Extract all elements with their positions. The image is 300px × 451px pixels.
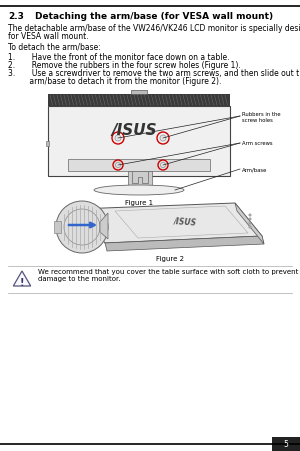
Text: /ISUS: /ISUS <box>111 122 157 137</box>
Text: Figure 2: Figure 2 <box>156 255 184 262</box>
Bar <box>54 221 61 234</box>
Text: arm/base to detach it from the monitor (Figure 2).: arm/base to detach it from the monitor (… <box>8 77 221 86</box>
Polygon shape <box>100 213 108 239</box>
Polygon shape <box>13 272 31 286</box>
Bar <box>131 91 147 95</box>
Bar <box>48 95 230 107</box>
Text: 3.       Use a screwdriver to remove the two arm screws, and then slide out the: 3. Use a screwdriver to remove the two a… <box>8 69 300 78</box>
Circle shape <box>249 214 251 217</box>
Circle shape <box>160 136 166 142</box>
Bar <box>68 160 210 172</box>
Bar <box>272 437 300 451</box>
Circle shape <box>249 226 251 229</box>
Text: 2.3: 2.3 <box>8 12 24 21</box>
Text: /ISUS: /ISUS <box>173 216 197 227</box>
Text: Arm/base: Arm/base <box>242 166 267 172</box>
Text: Detaching the arm/base (for VESA wall mount): Detaching the arm/base (for VESA wall mo… <box>35 12 273 21</box>
Circle shape <box>56 202 108 253</box>
Text: We recommend that you cover the table surface with soft cloth to prevent: We recommend that you cover the table su… <box>38 268 298 274</box>
Text: Arm screws: Arm screws <box>242 141 273 146</box>
Bar <box>48 107 230 177</box>
Text: 1.       Have the front of the monitor face down on a table.: 1. Have the front of the monitor face do… <box>8 53 230 62</box>
Text: Rubbers in the
screw holes: Rubbers in the screw holes <box>242 112 280 123</box>
Polygon shape <box>235 203 264 244</box>
Ellipse shape <box>94 186 184 196</box>
Circle shape <box>249 218 251 221</box>
Text: 5: 5 <box>284 440 288 448</box>
Bar <box>128 172 152 187</box>
Bar <box>46 142 49 147</box>
Text: To detach the arm/base:: To detach the arm/base: <box>8 42 101 51</box>
Circle shape <box>115 136 121 142</box>
Circle shape <box>160 163 166 168</box>
Text: for VESA wall mount.: for VESA wall mount. <box>8 32 88 41</box>
Text: !: ! <box>20 277 24 287</box>
Circle shape <box>249 222 251 225</box>
Polygon shape <box>78 203 262 244</box>
Text: damage to the monitor.: damage to the monitor. <box>38 276 121 282</box>
Circle shape <box>116 163 121 168</box>
Text: The detachable arm/base of the VW246/VK246 LCD monitor is specially designed: The detachable arm/base of the VW246/VK2… <box>8 24 300 33</box>
Text: Figure 1: Figure 1 <box>125 199 153 206</box>
Text: 2.       Remove the rubbers in the four screw holes (Figure 1).: 2. Remove the rubbers in the four screw … <box>8 61 241 70</box>
Polygon shape <box>105 236 264 252</box>
